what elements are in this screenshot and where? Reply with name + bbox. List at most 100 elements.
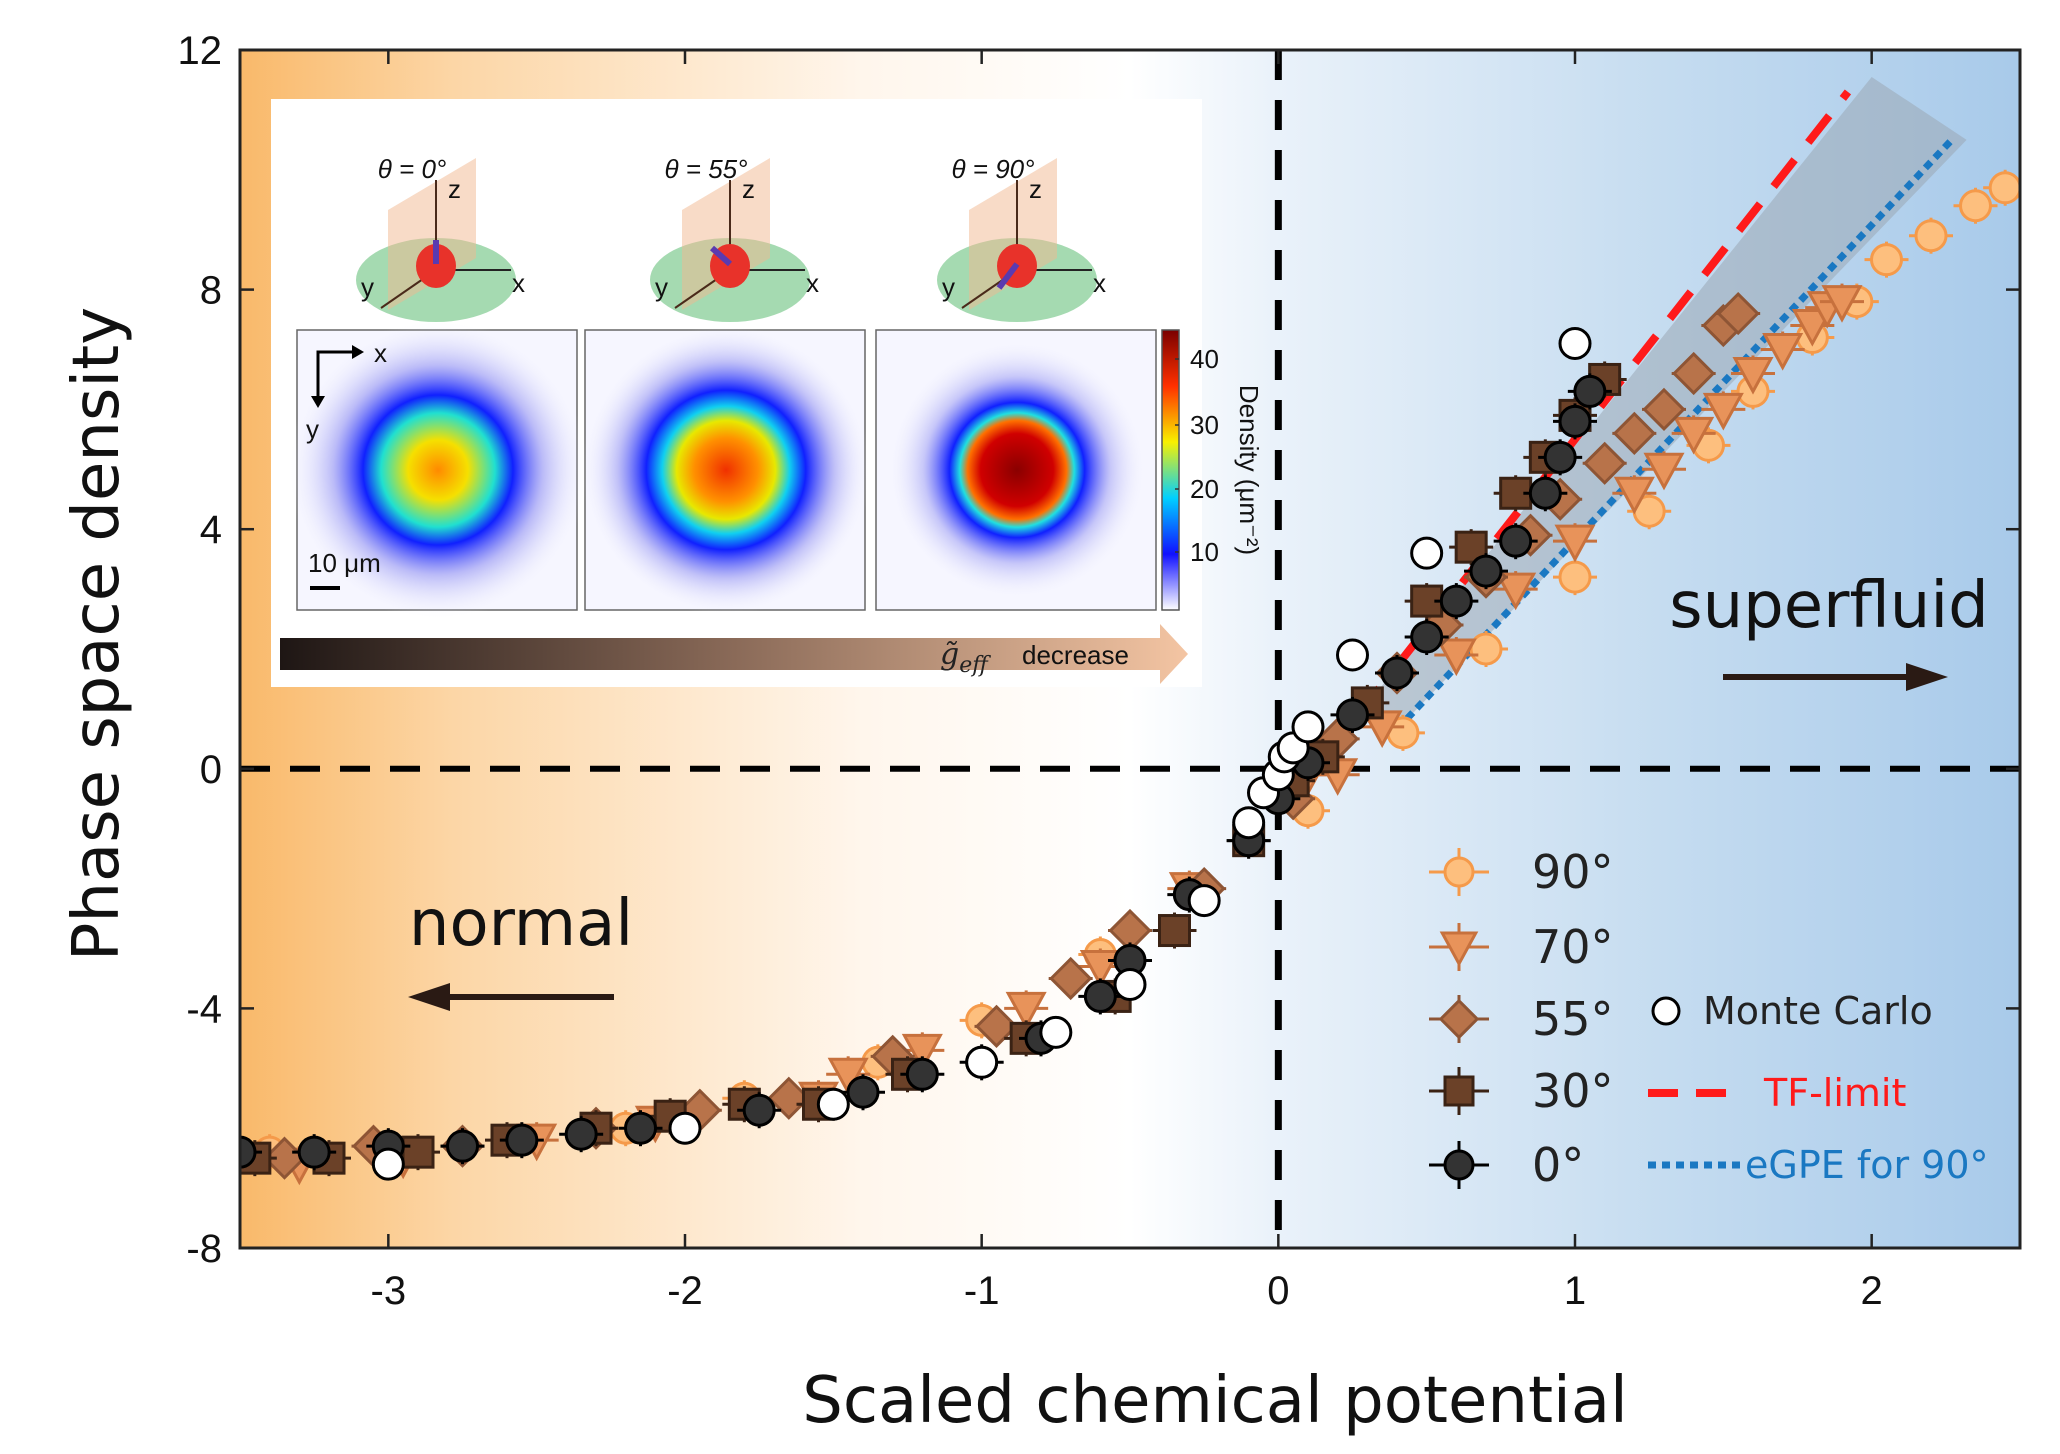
- monte-carlo-point: [965, 1045, 999, 1079]
- x-label: x: [806, 268, 819, 298]
- y-label: y: [655, 272, 668, 302]
- series-55-point: [1583, 441, 1627, 485]
- x-tick-label: 1: [1564, 1269, 1586, 1313]
- colorbar-tick-label: 20: [1190, 474, 1219, 504]
- series-0-point: [1380, 656, 1414, 690]
- legend-marker-0: [1443, 1149, 1475, 1181]
- series-55-point: [974, 1004, 1019, 1048]
- z-label: z: [742, 174, 755, 204]
- theta-label: θ = 90°: [951, 154, 1034, 184]
- monte-carlo-point: [1039, 1015, 1073, 1049]
- series-0-point: [1499, 524, 1533, 558]
- x-tick-label: -1: [964, 1269, 1000, 1313]
- legend-marker-monte-carlo: [1651, 996, 1681, 1026]
- x-axis-label: Scaled chemical potential: [802, 1364, 1628, 1438]
- series-0-point: [297, 1135, 331, 1169]
- series-55-point: [1642, 387, 1686, 432]
- y-label: y: [942, 272, 955, 302]
- density-image: [581, 325, 871, 615]
- y-tick-label: 12: [178, 29, 223, 73]
- colorbar-tick-label: 30: [1190, 410, 1219, 440]
- monte-carlo-point: [816, 1087, 850, 1121]
- dipole-arrow-icon: [996, 262, 1020, 290]
- series-0-point: [905, 1057, 939, 1091]
- legend-marker-70: [1439, 931, 1479, 967]
- series-70-point: [1435, 638, 1477, 677]
- theta-label: θ = 55°: [664, 154, 747, 184]
- legend-marker-30: [1443, 1075, 1475, 1107]
- series-70-point: [1005, 991, 1047, 1030]
- orientation-diagram: z x y θ = 90°: [937, 154, 1106, 322]
- series-70-point: [1495, 572, 1537, 611]
- monte-carlo-point: [1113, 967, 1147, 1001]
- g-eff-label: decrease: [1022, 640, 1129, 670]
- legend-label: 0°: [1532, 1138, 1584, 1192]
- series-0-point: [624, 1111, 657, 1145]
- colorbar: [1161, 329, 1180, 611]
- monte-carlo-point: [668, 1111, 702, 1145]
- monte-carlo-point: [1232, 806, 1266, 840]
- series-30-point: [1158, 914, 1191, 948]
- x-tick-label: -2: [667, 1269, 703, 1313]
- series-90-point: [1959, 189, 1992, 223]
- y-tick-label: -4: [186, 987, 222, 1031]
- series-90-point: [1914, 219, 1948, 253]
- legend-marker-90: [1443, 856, 1475, 888]
- y-tick-label: 0: [200, 748, 222, 792]
- superfluid-arrow: [1723, 663, 1948, 691]
- series-70-point: [1613, 476, 1655, 515]
- orientation-diagram: z x y θ = 0°: [356, 154, 525, 322]
- xz-plane: [682, 158, 770, 310]
- theta-label: θ = 0°: [378, 154, 447, 184]
- series-0-point: [505, 1123, 539, 1157]
- z-label: z: [1029, 174, 1042, 204]
- legend-label: 55°: [1532, 992, 1614, 1046]
- xz-plane: [388, 158, 476, 310]
- atom-cloud-icon: [416, 244, 456, 288]
- series-70-point: [1673, 416, 1715, 455]
- series-30-point: [401, 1135, 435, 1169]
- series-70-point: [1702, 392, 1744, 431]
- legend-label: 70°: [1532, 920, 1614, 974]
- xz-plane: [969, 158, 1057, 310]
- series-70-point: [1791, 309, 1833, 347]
- series-0-point: [1439, 584, 1473, 618]
- egpe-line: [1385, 137, 1955, 742]
- y-tick-label: 4: [200, 508, 222, 552]
- series-70-point: [1762, 333, 1804, 371]
- legend-label: 30°: [1532, 1064, 1614, 1118]
- colorbar-label: Density (μm⁻²): [1234, 385, 1264, 555]
- series-70-point: [1643, 452, 1685, 491]
- series-55-point: [1672, 351, 1716, 396]
- series-55-point: [1049, 956, 1093, 1001]
- image-axes-indicator: xy: [306, 338, 387, 444]
- legend-label: 90°: [1532, 845, 1614, 899]
- z-label: z: [448, 174, 461, 204]
- legend-label: eGPE for 90°: [1745, 1143, 1989, 1187]
- series-0-point: [1410, 620, 1444, 654]
- monte-carlo-point: [1187, 884, 1221, 918]
- monte-carlo-point: [1291, 710, 1325, 744]
- legend: 90° 70° 55° 30° 0° Monte Carlo TF-limit eGPE fo…: [1429, 845, 1989, 1192]
- series-0-point: [240, 1135, 257, 1169]
- series-0-point: [1528, 476, 1562, 510]
- x-tick-label: 0: [1267, 1269, 1289, 1313]
- axes-frame: [238, 48, 2022, 1250]
- series-70-point: [901, 1033, 943, 1072]
- series-70-point: [1554, 524, 1596, 563]
- scale-bar-label: 10 μm: [308, 548, 381, 578]
- legend-marker-55: [1438, 998, 1480, 1040]
- series-0-point: [742, 1093, 776, 1127]
- svg-text:x: x: [374, 338, 387, 368]
- y-tick-label: 8: [200, 269, 222, 313]
- density-image: [875, 329, 1157, 611]
- svg-text:y: y: [306, 414, 319, 444]
- series-70-point: [1821, 285, 1863, 323]
- series-55-point: [1612, 411, 1656, 455]
- orientation-diagram: z x y θ = 55°: [650, 154, 819, 322]
- monte-carlo-point: [371, 1147, 405, 1181]
- monte-carlo-point: [1410, 536, 1444, 570]
- series-0-point: [1573, 374, 1607, 408]
